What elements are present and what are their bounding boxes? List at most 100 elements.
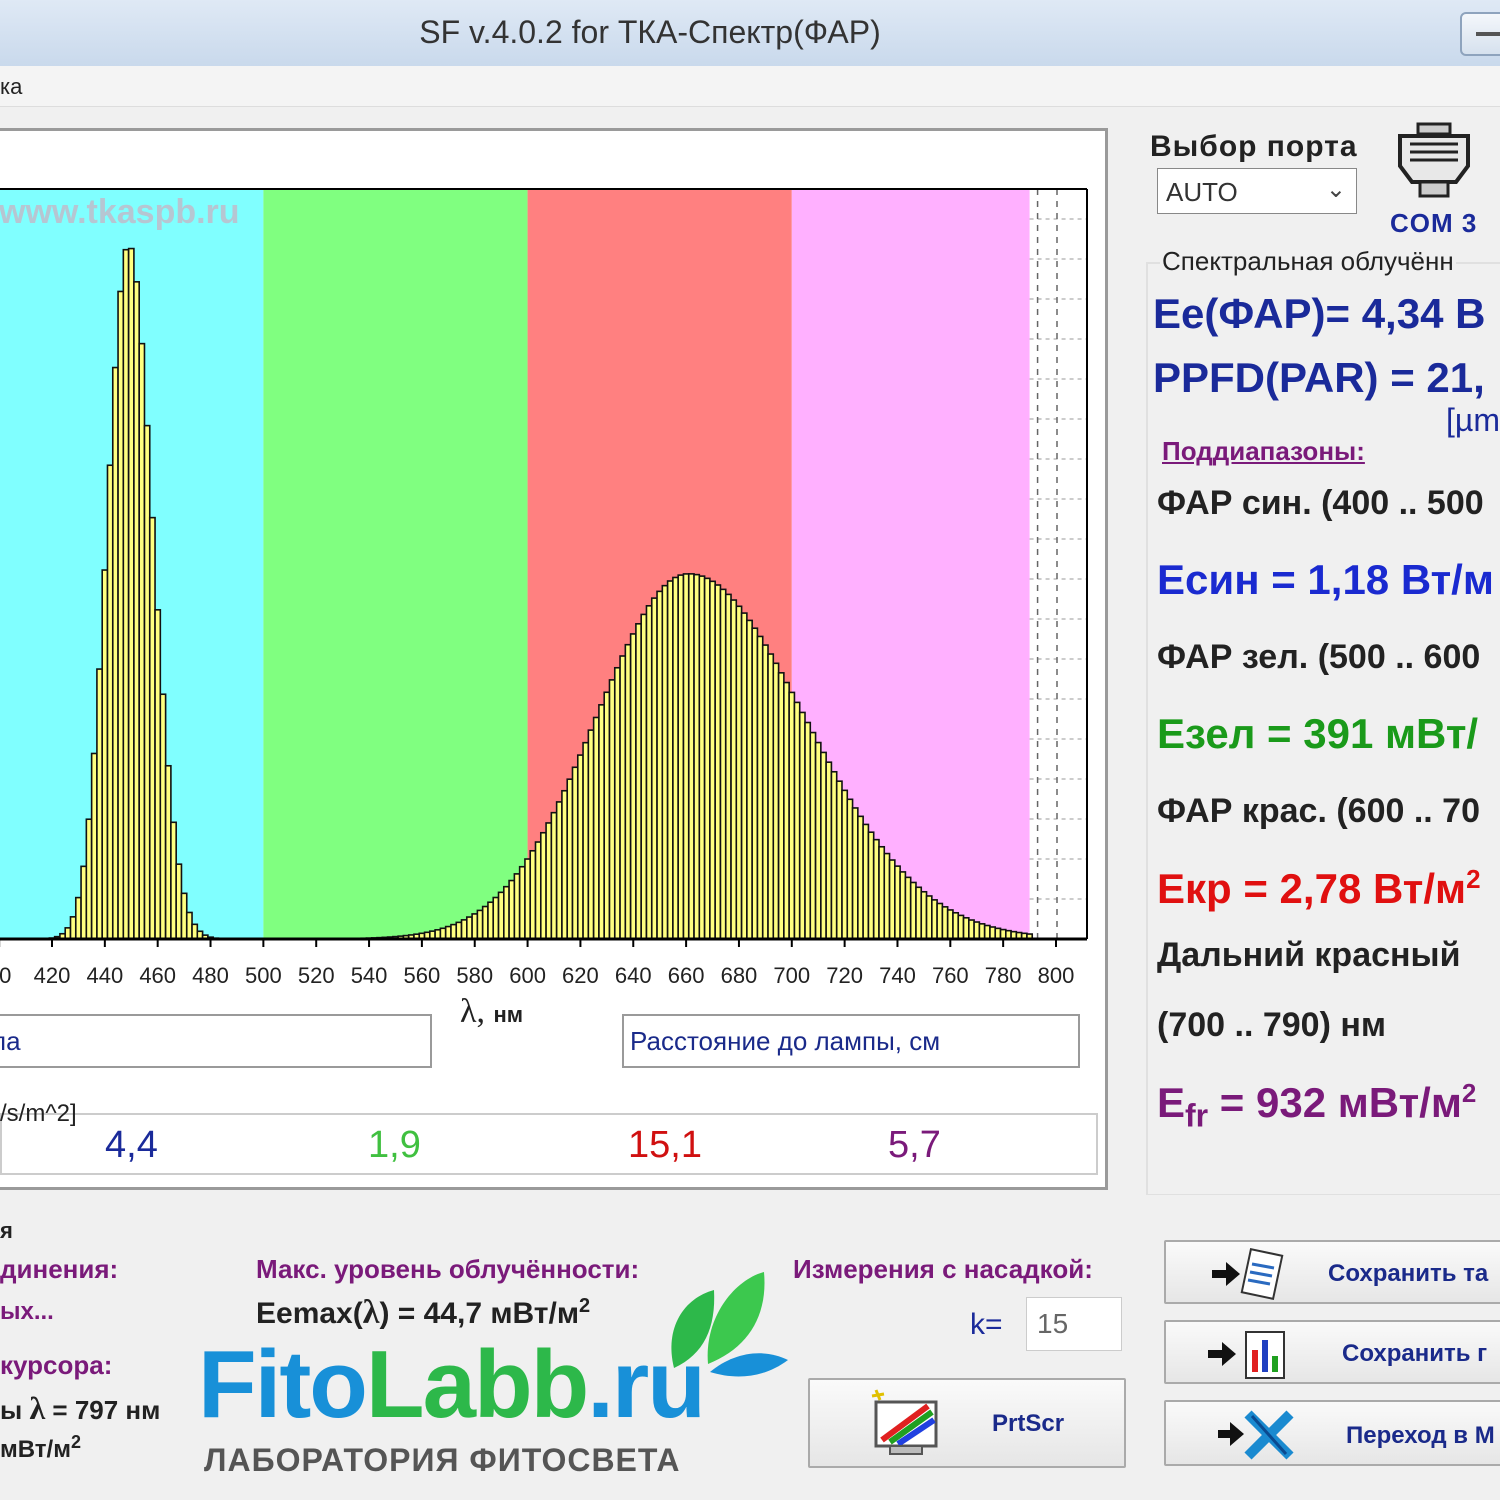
- max-level-label: Макс. уровень облучённости:: [256, 1254, 640, 1284]
- x-tick-label: 500: [245, 963, 282, 988]
- e-red-text: Eкр = 2,78 Вт/м: [1157, 865, 1467, 912]
- lamp-field[interactable]: па: [0, 1014, 432, 1068]
- minimize-icon: [1476, 32, 1500, 36]
- x-tick-label: 520: [298, 963, 335, 988]
- x-tick-label: 640: [615, 963, 652, 988]
- goto-excel-button[interactable]: Переход в M: [1164, 1400, 1500, 1466]
- x-tick-label: 680: [721, 963, 758, 988]
- minimize-button[interactable]: [1460, 12, 1500, 56]
- x-tick-label: 460: [139, 963, 176, 988]
- logo-ru: .ru: [587, 1331, 706, 1438]
- x-tick-label: 600: [509, 963, 546, 988]
- cursor-number: = 797 нм: [52, 1395, 161, 1425]
- watermark-text: www.tkaspb.ru: [0, 193, 240, 231]
- e-fr-number: = 932 мВт/м: [1208, 1079, 1462, 1126]
- port-select-value: AUTO: [1166, 177, 1238, 207]
- spectral-title: Спектральная облучённ: [1160, 246, 1456, 277]
- value-red: 15,1: [628, 1124, 702, 1166]
- x-tick-label: 560: [404, 963, 441, 988]
- right-panel: [1143, 112, 1500, 1194]
- x-tick-label: 480: [192, 963, 229, 988]
- x-tick-label: 760: [932, 963, 969, 988]
- chevron-down-icon: ⌄: [1325, 176, 1346, 203]
- ppfd-unit: [µm: [1446, 402, 1500, 438]
- x-tick-label: 540: [351, 963, 388, 988]
- save-graph-label: Сохранить г: [1342, 1340, 1488, 1367]
- k-input[interactable]: 15: [1026, 1297, 1122, 1351]
- farred-range-label: (700 .. 790) нм: [1157, 1006, 1387, 1044]
- save-table-label: Сохранить та: [1328, 1260, 1489, 1287]
- blue-range-label: ФАР син. (400 .. 500: [1157, 484, 1484, 522]
- logo-labb: Labb: [365, 1331, 589, 1438]
- green-range-label: ФАР зел. (500 .. 600: [1157, 638, 1481, 676]
- save-graph-button[interactable]: Сохранить г: [1164, 1320, 1500, 1384]
- x-tick-label: 440: [86, 963, 123, 988]
- logo-subtitle: ЛАБОРАТОРИЯ ФИТОСВЕТА: [204, 1442, 681, 1478]
- value-farred: 5,7: [888, 1124, 941, 1166]
- x-axis-label: λ, нм: [460, 993, 523, 1031]
- e-blue-value: Eсин = 1,18 Вт/м: [1157, 556, 1494, 603]
- x-tick-label: 580: [456, 963, 493, 988]
- x-tick-label: 800: [1038, 963, 1075, 988]
- units-label: /s/m^2]: [0, 1100, 77, 1127]
- screenshot-icon: [871, 1389, 938, 1455]
- ee-par-value: Ee(ФАР)= 4,34 В: [1153, 290, 1486, 337]
- e-red-value: Eкр = 2,78 Вт/м2: [1157, 864, 1481, 913]
- nozzle-label: Измерения с насадкой:: [793, 1254, 1093, 1284]
- k-label: k=: [970, 1308, 1003, 1341]
- e-fr-sup: 2: [1461, 1078, 1477, 1108]
- e-red-sup: 2: [1466, 864, 1481, 894]
- e-green-value: Eзел = 391 мВт/: [1157, 710, 1479, 757]
- x-tick-label: 780: [985, 963, 1022, 988]
- port-select[interactable]: AUTO ⌄: [1157, 168, 1357, 214]
- port-label: Выбор порта: [1150, 130, 1358, 163]
- emax-lambda: λ: [362, 1294, 380, 1331]
- value-blue: 4,4: [105, 1124, 158, 1166]
- save-graph-icon: [1208, 1331, 1285, 1379]
- x-tick-label: 700: [773, 963, 810, 988]
- e-fr-value: Efr = 932 мВт/м2: [1157, 1078, 1476, 1134]
- cursor-unit-text: мВт/м: [0, 1436, 71, 1463]
- distance-field[interactable]: Расстояние до лампы, см: [622, 1014, 1080, 1068]
- subranges-label: Поддиапазоны:: [1162, 436, 1365, 466]
- logo-fito: Fito: [198, 1331, 368, 1438]
- menu-bar: ка: [0, 66, 1500, 107]
- window-title: SF v.4.0.2 for ТКА-Спектр(ФАР): [419, 14, 881, 50]
- cursor-unit: мВт/м2: [0, 1432, 81, 1464]
- x-tick-label: 660: [668, 963, 705, 988]
- bottom-section-label: я: [0, 1218, 13, 1243]
- cursor-lambda: λ: [29, 1390, 46, 1426]
- ppfd-value: PPFD(PAR) = 21,: [1153, 354, 1485, 401]
- connection-label: динения:: [0, 1254, 119, 1284]
- x-axis-unit: нм: [493, 1002, 524, 1027]
- emax-number: ) = 44,7 мВт/м: [379, 1297, 580, 1330]
- x-tick-label: 420: [34, 963, 71, 988]
- cursor-label: курсора:: [0, 1350, 113, 1380]
- x-tick-label: 620: [562, 963, 599, 988]
- band-1: [263, 189, 528, 939]
- save-table-icon: [1212, 1247, 1284, 1301]
- fitolabb-logo: FitoLabb.ru: [198, 1330, 706, 1440]
- cursor-value: ы λ = 797 нм: [0, 1390, 160, 1427]
- save-table-button[interactable]: Сохранить та: [1164, 1240, 1500, 1304]
- farred-label: Дальний красный: [1157, 936, 1461, 974]
- prtscr-label: PrtScr: [992, 1410, 1065, 1437]
- excel-icon: [1218, 1410, 1294, 1460]
- menu-item-partial[interactable]: ка: [0, 74, 23, 99]
- x-tick-label: 00: [0, 963, 11, 988]
- x-tick-label: 720: [826, 963, 863, 988]
- emax-value: Eemax(λ) = 44,7 мВт/м2: [256, 1294, 590, 1332]
- lambda-symbol: λ,: [460, 993, 485, 1030]
- x-tick-label: 740: [879, 963, 916, 988]
- ppfd-values-row: [0, 1113, 1098, 1175]
- emax-prefix: Eemax(: [256, 1297, 363, 1330]
- leaf-logo-icon: [671, 1272, 788, 1377]
- e-fr-sub: fr: [1185, 1097, 1209, 1134]
- connection-value: ых...: [0, 1298, 54, 1325]
- title-bar: SF v.4.0.2 for ТКА-Спектр(ФАР): [0, 0, 1500, 67]
- e-fr-base: E: [1157, 1079, 1186, 1126]
- value-green: 1,9: [368, 1124, 421, 1166]
- spectrum-chart: www.tkaspb.ru 00 420 440 460 480 500 520 540 560 5…: [0, 188, 1088, 988]
- emax-sup: 2: [579, 1295, 591, 1317]
- prtscr-button[interactable]: PrtScr: [808, 1378, 1126, 1468]
